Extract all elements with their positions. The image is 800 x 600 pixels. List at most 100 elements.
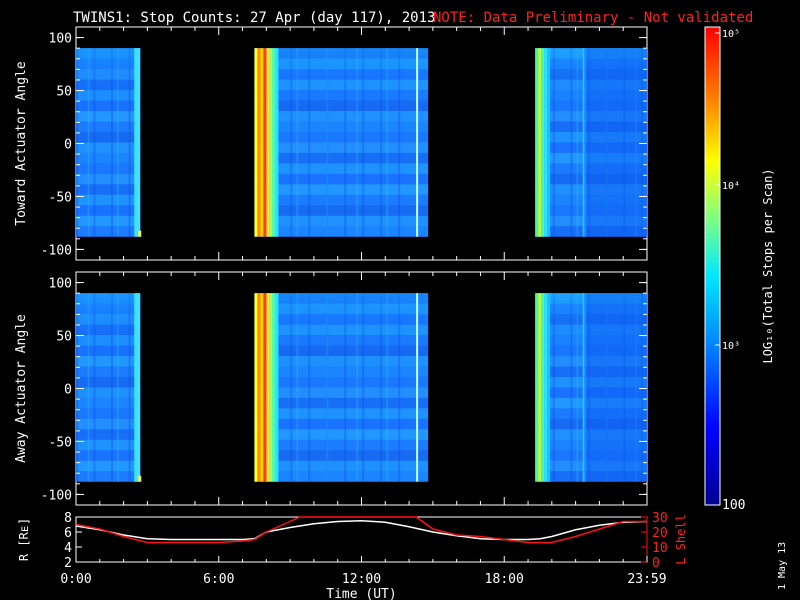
y-tick-label: 0 — [64, 138, 72, 153]
heatmap-top-glow — [535, 293, 647, 360]
heatmap-cell-stripe — [326, 293, 329, 482]
y-tick-label: -50 — [49, 435, 72, 450]
heatmap-cell-stripe — [93, 293, 96, 482]
heatmap-cell-stripe — [380, 293, 383, 482]
right-axis-label: L Shell — [674, 514, 688, 565]
heatmap-cell-band — [535, 418, 647, 430]
colorbar-tick-label: 10³ — [722, 341, 740, 352]
heatmap-cell-band — [254, 439, 429, 451]
heatmap-cell-stripe — [296, 293, 299, 482]
colorbar: 10⁵ 10⁴ 10³ 100 LOG₁₀(Total Stops per Scan) — [704, 26, 775, 513]
heatmap-cell-stripe — [116, 48, 119, 237]
preliminary-note: NOTE: Data Preliminary - Not validated — [433, 10, 753, 26]
heatmap-cell-stripe — [570, 48, 573, 237]
heatmap-bright-edge — [541, 293, 545, 482]
heatmap-cell-band — [535, 397, 647, 409]
heatmap-cell-band — [76, 439, 141, 451]
heatmap-cell-band — [76, 397, 141, 409]
left-y-tick-label: 2 — [64, 556, 72, 571]
heatmap-cell-stripe — [326, 48, 329, 237]
heatmap-cell-band — [76, 376, 141, 388]
right-y-tick-label: 10 — [652, 541, 668, 556]
heatmap-cell-stripe — [386, 293, 389, 482]
heatmap-top-glow — [535, 48, 647, 115]
heatmap-cell-stripe — [326, 293, 329, 482]
heatmap-bright-edge — [538, 293, 542, 482]
heatmap-cell-stripe — [116, 293, 119, 482]
heatmap-cell-band — [254, 111, 429, 122]
heatmap-cell-band — [535, 429, 647, 440]
heatmap-cell-band — [535, 439, 647, 451]
right-y-tick-label: 30 — [652, 511, 668, 526]
heatmap-cell-band — [254, 366, 429, 377]
heatmap-cell-stripe — [362, 293, 365, 482]
heatmap-cell-band — [254, 397, 429, 409]
right-y-tick-label: 0 — [652, 556, 660, 571]
x-tick-label: 0:00 — [60, 572, 91, 587]
x-tick-label: 6:00 — [203, 572, 234, 587]
heatmap-top-glow — [76, 293, 141, 360]
heatmap-cell-stripe — [76, 293, 78, 482]
y-tick-label: 50 — [56, 330, 72, 345]
heatmap-cell-band — [254, 184, 429, 195]
heatmap-cell-stripe — [623, 48, 626, 237]
heatmap-cell-stripe — [356, 293, 359, 482]
heatmap-cell-band — [254, 215, 429, 227]
heatmap-cell-band — [254, 131, 429, 143]
heatmap-cell-stripe — [588, 48, 591, 237]
heatmap-cell-band — [76, 471, 141, 482]
heatmap-cell-stripe — [76, 48, 78, 237]
heatmap-cell-band — [535, 471, 647, 482]
heatmap-cell-band — [76, 356, 141, 367]
heatmap-hot-edge — [272, 293, 276, 482]
left-y-tick-label: 4 — [64, 541, 72, 556]
heatmap-cell-stripe — [623, 293, 626, 482]
heatmap-cell-band — [535, 226, 647, 237]
heatmap-cell-stripe — [308, 293, 311, 482]
heatmap-cell-band — [254, 460, 429, 472]
heatmap-cell-stripe — [128, 48, 131, 237]
heatmap-bright-edge — [582, 293, 586, 482]
heatmap-cell-band — [535, 366, 647, 377]
heatmap-cell-stripe — [641, 48, 644, 237]
heatmap-cell-band — [76, 429, 141, 440]
heatmap-cell-stripe — [605, 48, 608, 237]
heatmap-hot-edge — [257, 293, 261, 482]
heatmap-cell-band — [76, 450, 141, 461]
heatmap-cell-band — [254, 471, 429, 482]
heatmap-cell-stripe — [87, 48, 90, 237]
y-tick-label: 100 — [49, 277, 72, 292]
heatmap-hot-edge — [254, 48, 258, 237]
heatmap-cell-band — [254, 173, 429, 185]
away-angle-panel: 100 50 0 -50 -100 Away Actuator Angle — [14, 271, 648, 506]
heatmap-cell-band — [76, 152, 141, 164]
heatmap-cell-stripe — [290, 293, 293, 482]
heatmap-cell-stripe — [111, 293, 114, 482]
heatmap-cell-stripe — [641, 293, 644, 482]
heatmap-edge-hot — [138, 475, 142, 482]
heatmap-cell-band — [76, 387, 141, 398]
heatmap-cell-band — [76, 226, 141, 237]
heatmap-cell-stripe — [552, 293, 555, 482]
heatmap-cell-stripe — [111, 48, 114, 237]
heatmap-cell-band — [535, 121, 647, 132]
heatmap-cell-stripe — [326, 48, 329, 237]
heatmap-cell-band — [76, 366, 141, 377]
heatmap-cell-stripe — [635, 48, 638, 237]
heatmap-cell-stripe — [576, 293, 579, 482]
heatmap-cell-band — [535, 356, 647, 367]
colorbar-tick-label: 10⁵ — [722, 29, 740, 40]
heatmap-edge — [134, 48, 141, 237]
heatmap-cell-band — [535, 111, 647, 122]
heatmap-cell-stripe — [290, 48, 293, 237]
x-tick-label: 12:00 — [342, 572, 381, 587]
toward-angle-panel: 100 50 0 -50 -100 Toward Actuator Angle — [14, 26, 648, 261]
y-axis-label: Toward Actuator Angle — [14, 61, 29, 226]
heatmap-cell-stripe — [635, 293, 638, 482]
heatmap-cell-stripe — [344, 293, 347, 482]
heatmap-cell-band — [76, 142, 141, 153]
heatmap-cell-stripe — [386, 48, 389, 237]
heatmap-cell-band — [254, 163, 429, 174]
